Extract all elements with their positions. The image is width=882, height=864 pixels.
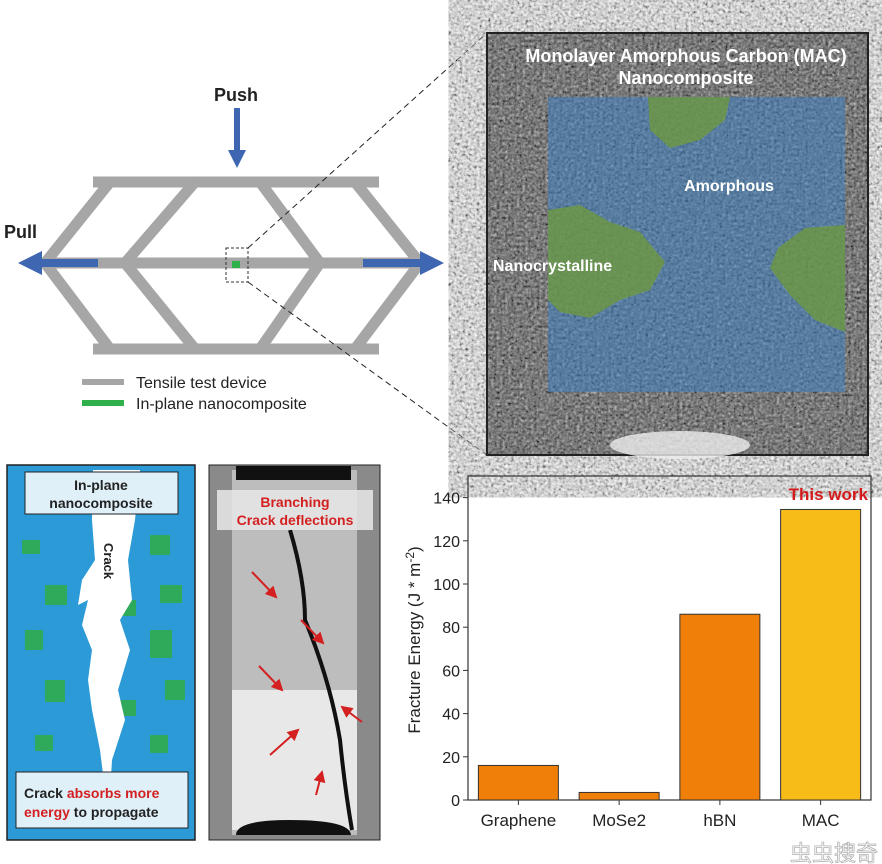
x-tick-label: MoSe2 [592,811,646,830]
y-tick-label: 140 [433,491,460,508]
pull-label: Pull [4,222,37,242]
nanocrystalline-region-top [648,97,730,148]
zoom-line-bottom [247,281,488,456]
watermark: 虫虫搜奇 [790,841,878,864]
x-tick-label: Graphene [481,811,557,830]
schematic-caption-line1: Crack absorbs more [24,785,160,801]
bar-graphene [477,764,559,801]
nanocrystalline-region-right [770,225,845,332]
bar-mac [780,508,862,801]
sem-image: Branching Crack deflections [208,464,381,841]
y-tick-label: 100 [433,577,460,594]
amorphous-label: Amorphous [684,178,774,195]
bar-mose2 [578,791,660,801]
pull-arrow-left [18,251,98,275]
sem-title-line2: Crack deflections [237,512,354,528]
schematic-caption-line2: energy to propagate [24,804,159,820]
schematic-title-line2: nanocomposite [49,495,153,511]
crack-schematic: In-plane nanocomposite Crack Crack absor… [6,464,196,841]
schematic-title-line1: In-plane [74,477,128,493]
push-arrow [228,108,246,168]
deflection-arrows [251,571,363,796]
x-tick-label: MAC [802,811,840,830]
nanocrystalline-region-left [548,205,665,318]
legend-label-nanocomposite: In-plane nanocomposite [136,396,307,413]
y-tick-label: 60 [442,663,460,680]
y-tick-label: 20 [442,750,460,767]
y-tick-label: 120 [433,534,460,551]
bar-hbn [679,613,761,801]
this-work-annotation: This work [789,485,869,504]
nanocomposite-sample [232,261,240,268]
tem-image: Monolayer Amorphous Carbon (MAC) Nanocom… [486,32,869,459]
y-tick-label: 40 [442,707,460,724]
zoom-box [225,247,249,283]
y-axis-label: Fracture Energy (J * m-2) [403,546,424,733]
push-label: Push [214,85,258,105]
legend-label-device: Tensile test device [136,375,267,392]
x-tick-label: hBN [703,811,736,830]
y-tick-label: 0 [451,793,460,810]
y-tick-label: 80 [442,620,460,637]
plot-frame [467,475,872,801]
zoom-line-top [247,32,488,249]
tem-title-line2: Nanocomposite [618,68,753,88]
sem-title-line1: Branching [260,494,329,510]
nanocrystalline-label: Nanocrystalline [493,258,612,275]
fracture-energy-chart: 0 20 40 60 80 100 120 140 Graphene MoSe2 hBN MAC T… [403,475,872,830]
pull-arrow-right [363,251,444,275]
tem-title-line1: Monolayer Amorphous Carbon (MAC) [525,46,846,66]
crack-label: Crack [101,543,116,580]
